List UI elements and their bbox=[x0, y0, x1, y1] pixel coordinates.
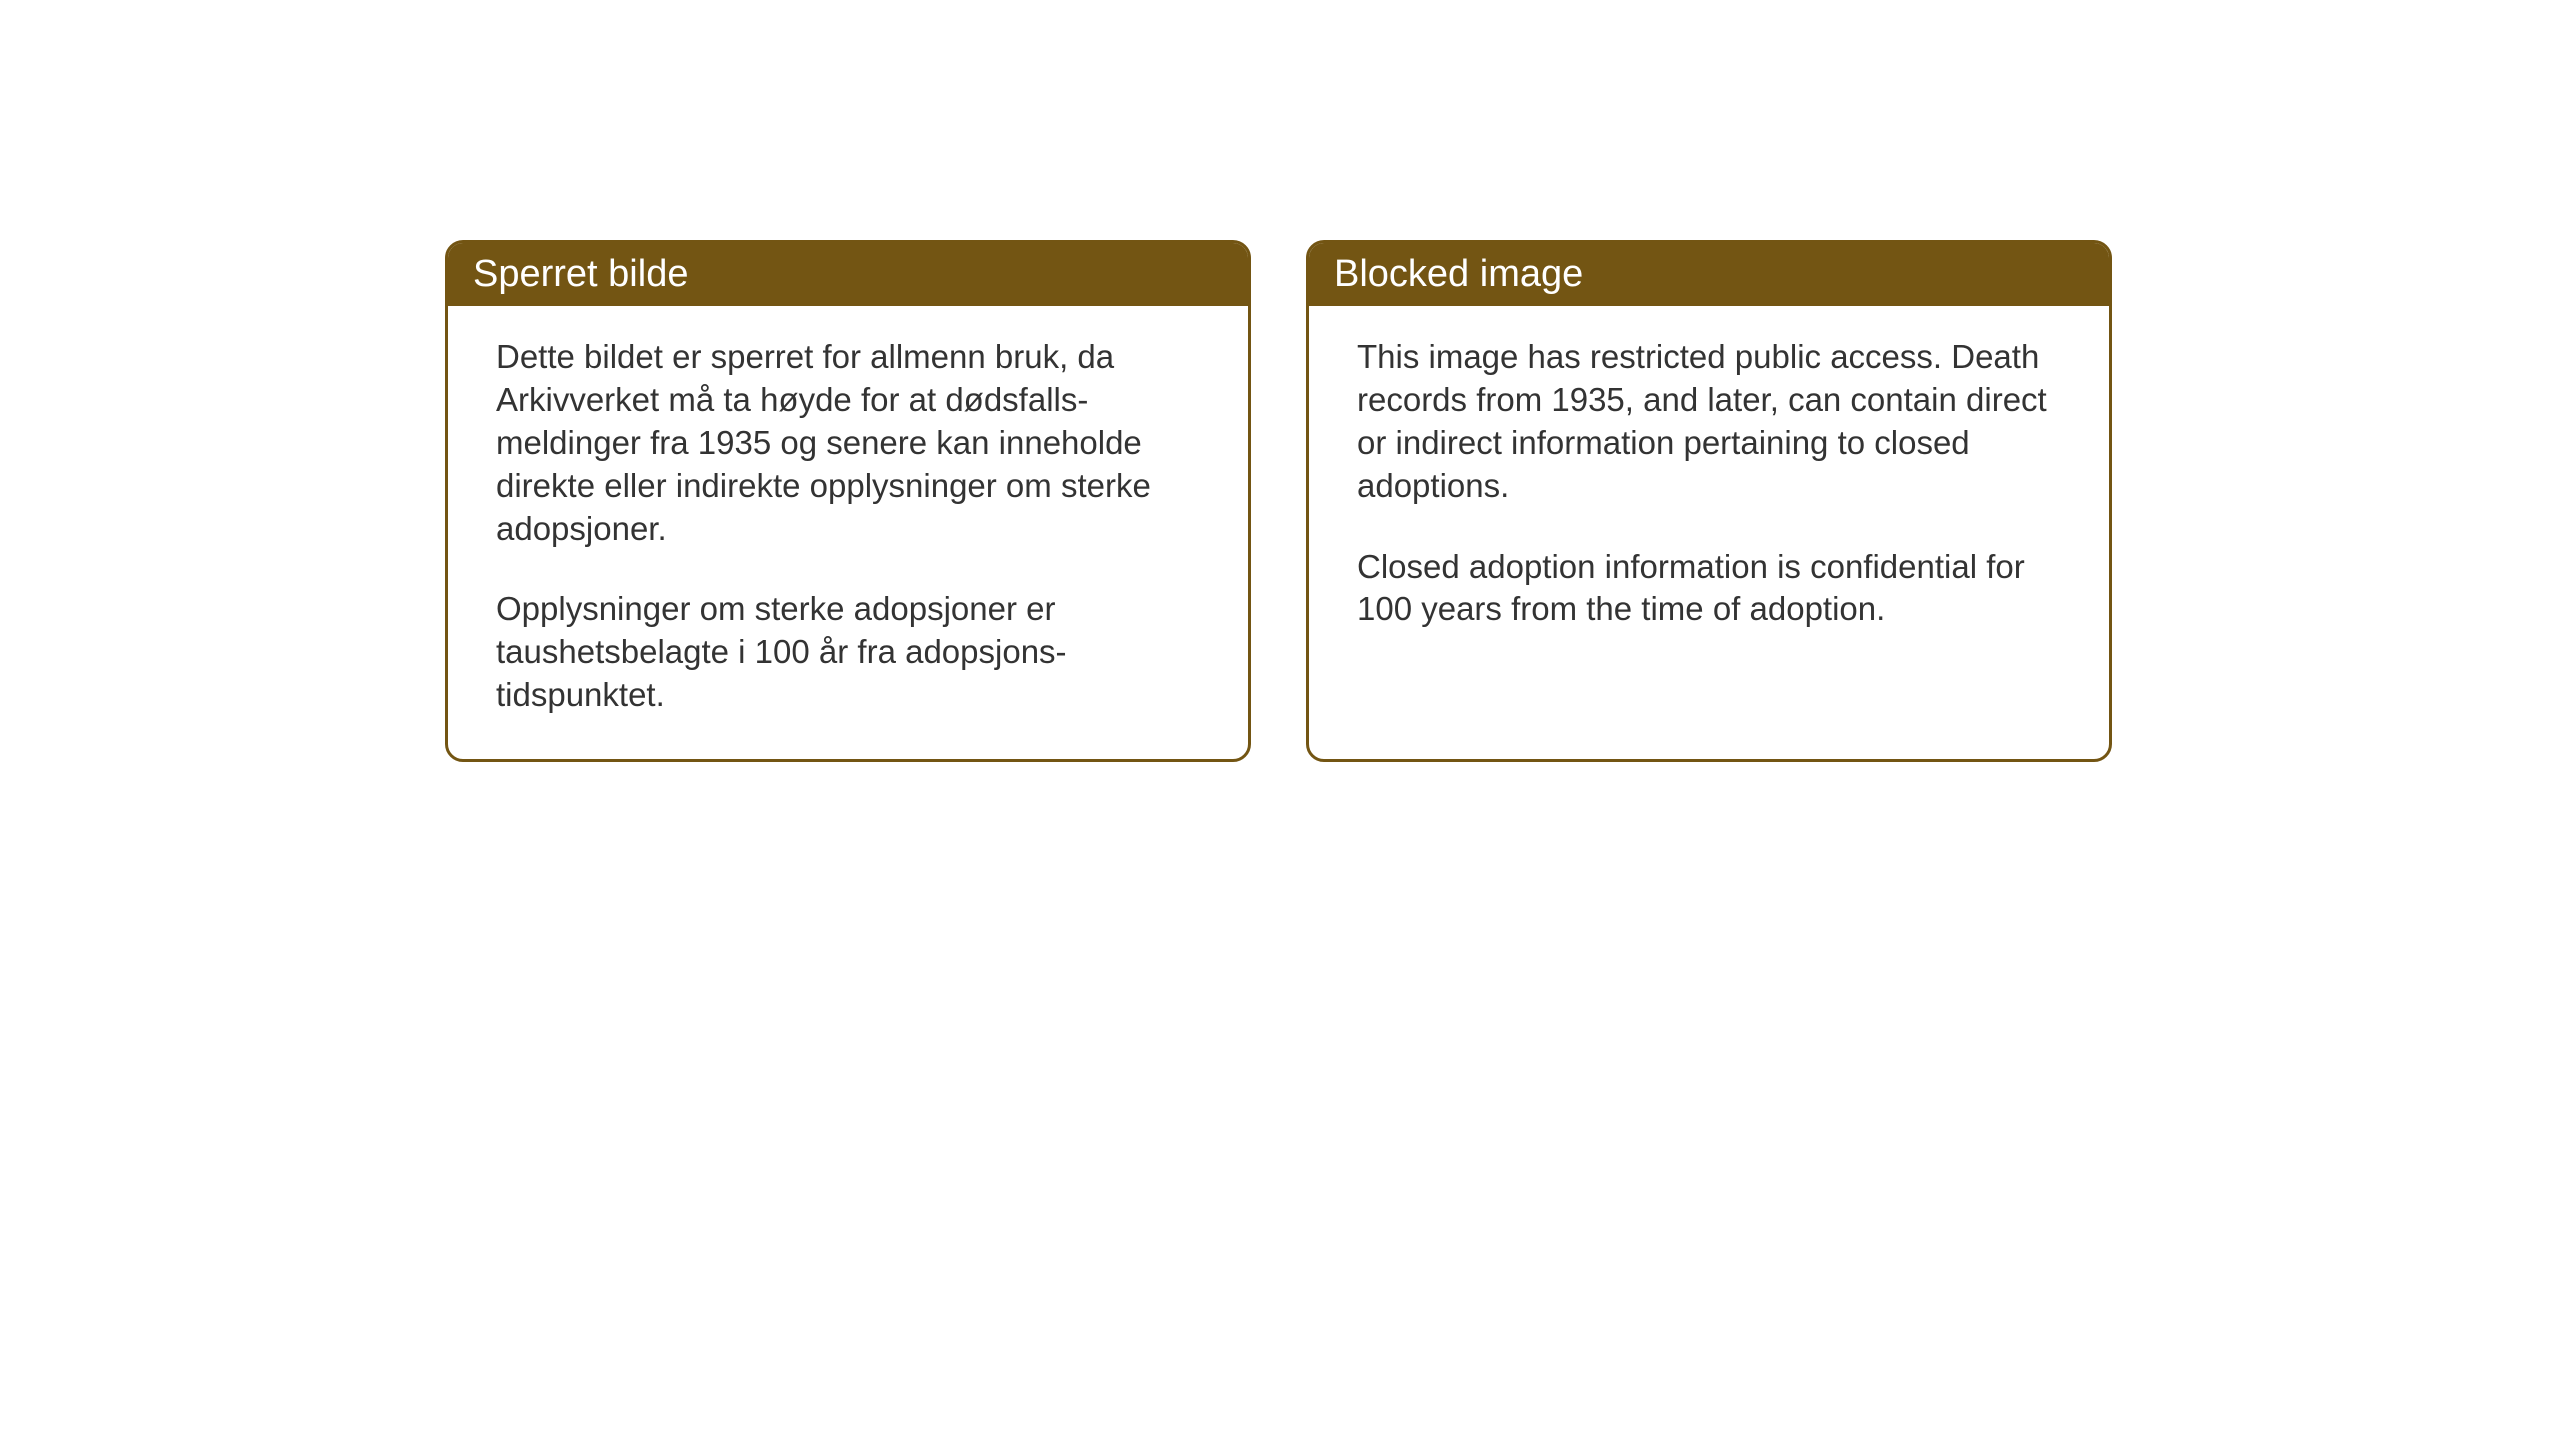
card-paragraph: Opplysninger om sterke adopsjoner er tau… bbox=[496, 588, 1200, 717]
notice-card-norwegian: Sperret bilde Dette bildet er sperret fo… bbox=[445, 240, 1251, 762]
card-paragraph: Dette bildet er sperret for allmenn bruk… bbox=[496, 336, 1200, 550]
card-paragraph: This image has restricted public access.… bbox=[1357, 336, 2061, 508]
notice-card-english: Blocked image This image has restricted … bbox=[1306, 240, 2112, 762]
card-header-english: Blocked image bbox=[1309, 243, 2109, 306]
notice-container: Sperret bilde Dette bildet er sperret fo… bbox=[445, 240, 2112, 762]
card-body-norwegian: Dette bildet er sperret for allmenn bruk… bbox=[448, 306, 1248, 759]
card-title-norwegian: Sperret bilde bbox=[473, 253, 688, 295]
card-paragraph: Closed adoption information is confident… bbox=[1357, 546, 2061, 632]
card-title-english: Blocked image bbox=[1334, 253, 1583, 295]
card-body-english: This image has restricted public access.… bbox=[1309, 306, 2109, 673]
card-header-norwegian: Sperret bilde bbox=[448, 243, 1248, 306]
